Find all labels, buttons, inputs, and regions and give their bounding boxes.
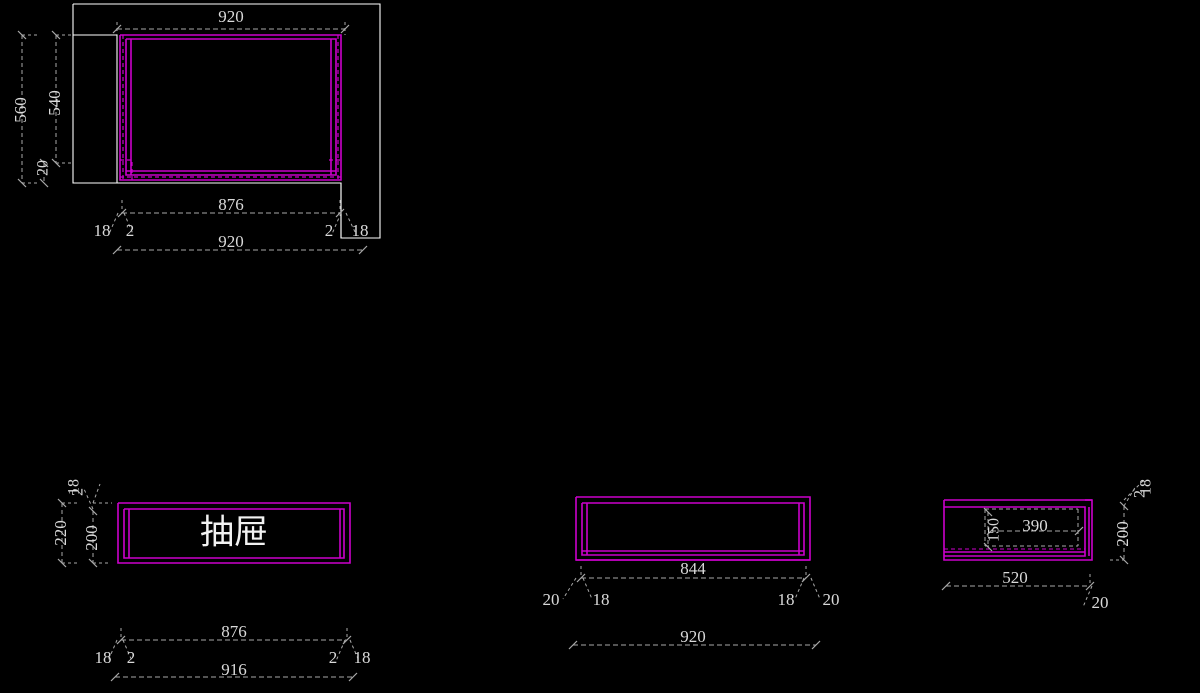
dim-label-front-left-18: 18	[95, 648, 112, 667]
dim-label-right-18: 18	[352, 221, 369, 240]
front-dim-220: 220	[51, 498, 78, 568]
section-dim-520: 520	[941, 568, 1095, 591]
plan-part-magenta	[119, 34, 342, 181]
dim-label-front-220: 220	[51, 520, 70, 546]
side-part-magenta	[575, 496, 811, 561]
section-dim-390: 390	[986, 516, 1084, 536]
front-part-magenta	[117, 502, 351, 564]
plan-dim-bottom-920: 920	[112, 232, 368, 255]
dim-label-section-18: 18	[1138, 479, 1155, 495]
plan-dim-edge-labels	[108, 212, 357, 235]
section-dim-20-leader	[1082, 585, 1093, 608]
side-dim-leaders	[562, 577, 821, 600]
dim-label-front-18: 18	[66, 479, 83, 495]
dim-label-side-844: 844	[680, 559, 706, 578]
front-dim-200: 200	[82, 506, 110, 568]
section-view[interactable]: 390 150 200 2 18 520 20	[941, 478, 1155, 612]
dim-label-left-2: 2	[126, 221, 135, 240]
dim-label-876: 876	[218, 195, 244, 214]
dim-label-side-left-20: 20	[543, 590, 560, 609]
dim-label-top-920: 920	[218, 7, 244, 26]
front-dim-edge-leaders	[107, 639, 360, 662]
front-dim-916: 916	[110, 660, 358, 682]
plan-view[interactable]: 560 540 20 920 876	[11, 3, 381, 255]
plan-dim-top-920: 920	[112, 7, 350, 35]
dim-label-side-920: 920	[680, 627, 706, 646]
plan-dim-876: 876	[117, 195, 345, 218]
dim-label-20: 20	[35, 160, 52, 176]
dim-label-section-20: 20	[1092, 593, 1109, 612]
dim-label-section-150: 150	[986, 518, 1003, 542]
plan-part-hidden-dashed	[120, 35, 341, 180]
dim-label-left-18: 18	[94, 221, 111, 240]
dim-label-front-876: 876	[221, 622, 247, 641]
dim-label-side-right-20: 20	[823, 590, 840, 609]
dim-label-side-right-18: 18	[778, 590, 795, 609]
dim-label-front-200: 200	[82, 525, 101, 551]
side-dim-920: 920	[568, 627, 821, 650]
dim-label-bottom-920: 920	[218, 232, 244, 251]
plan-dim-560: 560	[11, 30, 40, 188]
dim-label-side-left-18: 18	[593, 590, 610, 609]
dim-label-front-right-2: 2	[329, 648, 338, 667]
dim-label-560: 560	[11, 97, 30, 123]
dim-label-section-200: 200	[1113, 521, 1132, 547]
front-dim-876: 876	[116, 622, 352, 645]
dim-label-front-left-2: 2	[127, 648, 136, 667]
side-elevation-view[interactable]: 844 20 18 18 20 920	[543, 496, 840, 650]
dim-label-front-916: 916	[221, 660, 247, 679]
front-dim-leaders	[83, 483, 112, 510]
front-view-label: 抽屉	[200, 513, 268, 553]
dim-label-front-2: 2	[70, 488, 87, 496]
dim-label-front-right-18: 18	[354, 648, 371, 667]
side-dim-844: 844	[576, 559, 811, 583]
front-elevation-view[interactable]: 抽屉 220 200 2 18 876	[51, 479, 371, 682]
dim-label-section-520: 520	[1002, 568, 1028, 587]
section-dim-200: 200	[1110, 501, 1132, 565]
plan-dim-540: 540	[45, 30, 74, 168]
dim-label-section-2: 2	[1132, 490, 1149, 498]
section-part-magenta	[943, 499, 1093, 561]
dim-label-540: 540	[45, 90, 64, 116]
plan-dim-20: 20	[35, 158, 52, 188]
dim-label-right-2: 2	[325, 221, 334, 240]
section-dim-150: 150	[983, 507, 1003, 552]
dim-label-section-390: 390	[1022, 516, 1048, 535]
section-dim-leaders	[1123, 478, 1146, 507]
